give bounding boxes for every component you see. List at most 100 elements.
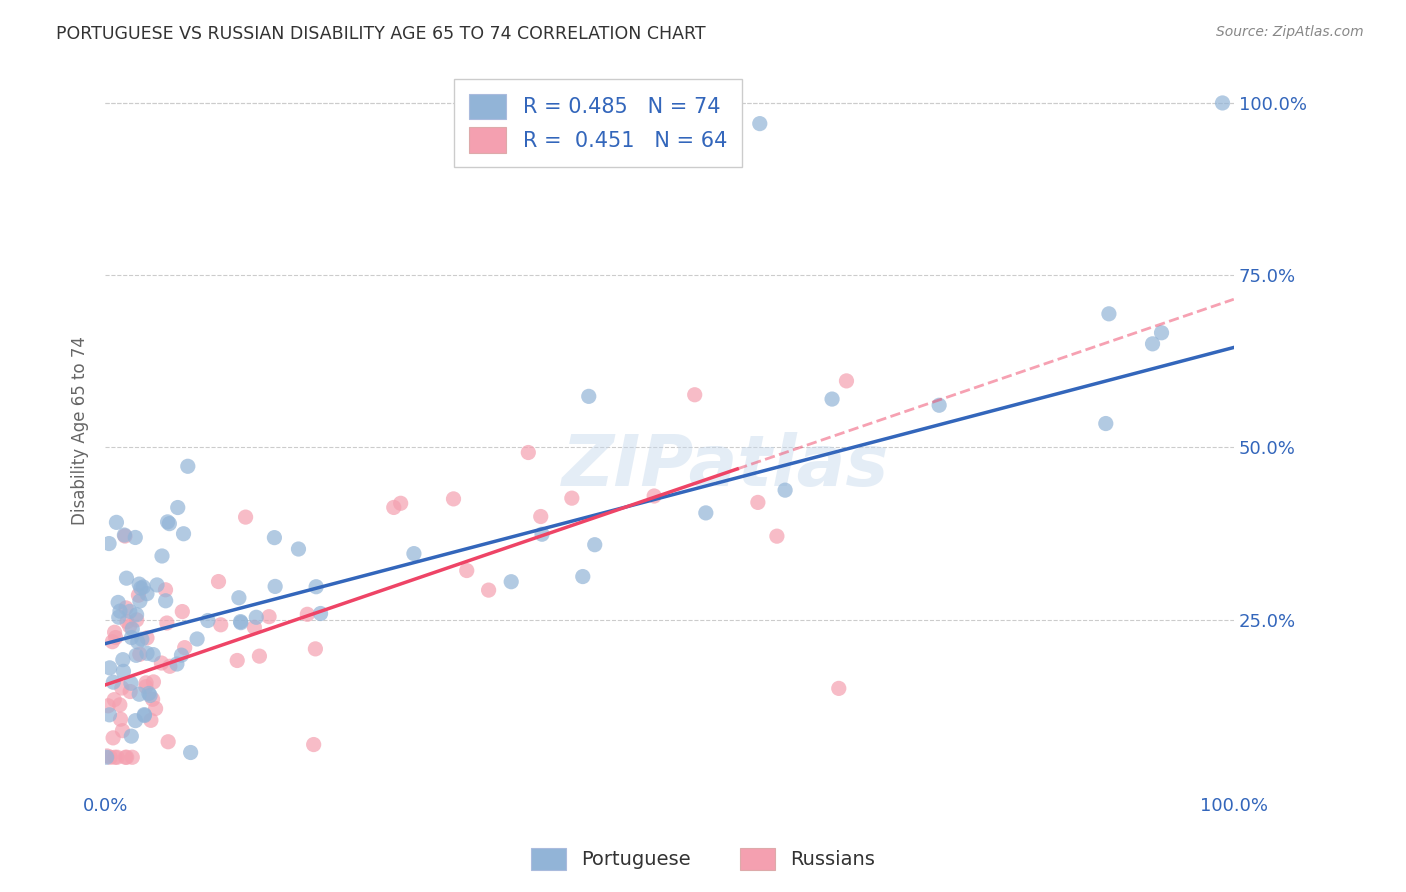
Point — [135, 680, 157, 694]
Point — [120, 729, 142, 743]
Point — [97, 698, 120, 713]
Point — [828, 681, 851, 696]
Point — [104, 631, 127, 645]
Point — [263, 531, 285, 545]
Point — [249, 649, 271, 664]
Point — [107, 595, 129, 609]
Point — [226, 653, 249, 667]
Point — [142, 674, 165, 689]
Point — [118, 604, 141, 618]
Point — [766, 529, 789, 543]
Point — [145, 701, 167, 715]
Point — [98, 707, 121, 722]
Text: Source: ZipAtlas.com: Source: ZipAtlas.com — [1216, 25, 1364, 39]
Point — [107, 610, 129, 624]
Point — [1098, 307, 1121, 321]
Point — [229, 615, 252, 630]
Point — [207, 574, 229, 589]
Point — [103, 692, 125, 706]
Point — [305, 580, 328, 594]
Legend: Portuguese, Russians: Portuguese, Russians — [523, 839, 883, 878]
Point — [136, 631, 159, 645]
Point — [287, 541, 309, 556]
Point — [114, 529, 136, 543]
Point — [389, 496, 412, 510]
Point — [120, 676, 142, 690]
Point — [115, 750, 138, 764]
Point — [173, 640, 195, 655]
Point — [157, 735, 180, 749]
Point — [129, 581, 152, 595]
Point — [128, 577, 150, 591]
Point — [108, 604, 131, 618]
Point — [110, 712, 132, 726]
Point — [112, 528, 135, 542]
Point — [104, 625, 127, 640]
Point — [155, 582, 177, 597]
Point — [155, 594, 177, 608]
Point — [180, 746, 202, 760]
Point — [98, 536, 121, 550]
Point — [136, 587, 159, 601]
Point — [128, 594, 150, 608]
Point — [115, 615, 138, 629]
Text: PORTUGUESE VS RUSSIAN DISABILITY AGE 65 TO 74 CORRELATION CHART: PORTUGUESE VS RUSSIAN DISABILITY AGE 65 … — [56, 25, 706, 43]
Point — [112, 665, 135, 679]
Point — [101, 634, 124, 648]
Point — [127, 588, 149, 602]
Point — [235, 510, 257, 524]
Point — [177, 459, 200, 474]
Point — [583, 538, 606, 552]
Point — [748, 117, 770, 131]
Point — [111, 653, 134, 667]
Point — [1150, 326, 1173, 340]
Point — [747, 495, 769, 509]
Point — [103, 675, 125, 690]
Point — [125, 648, 148, 663]
Point — [478, 583, 501, 598]
Point — [517, 445, 540, 459]
Point — [105, 750, 128, 764]
Point — [382, 500, 405, 515]
Point — [142, 648, 165, 662]
Point — [132, 580, 155, 594]
Point — [115, 571, 138, 585]
Point — [928, 398, 950, 412]
Point — [695, 506, 717, 520]
Point — [150, 656, 173, 670]
Point — [124, 531, 146, 545]
Point — [264, 579, 287, 593]
Point — [245, 610, 267, 624]
Point — [530, 527, 553, 541]
Point — [166, 657, 188, 671]
Point — [128, 687, 150, 701]
Point — [98, 661, 121, 675]
Point — [150, 549, 173, 563]
Point — [96, 750, 118, 764]
Point — [683, 388, 706, 402]
Point — [139, 689, 162, 703]
Point — [111, 681, 134, 695]
Point — [773, 483, 796, 497]
Point — [209, 617, 232, 632]
Point — [1211, 95, 1233, 110]
Point — [166, 500, 188, 515]
Point — [835, 374, 858, 388]
Point — [124, 714, 146, 728]
Point — [125, 607, 148, 622]
Point — [120, 684, 142, 698]
Point — [105, 516, 128, 530]
Point — [104, 750, 127, 764]
Point — [98, 750, 121, 764]
Point — [114, 750, 136, 764]
Point — [578, 389, 600, 403]
Point — [402, 547, 425, 561]
Point — [131, 632, 153, 647]
Point — [118, 619, 141, 633]
Point — [571, 569, 593, 583]
Point — [172, 605, 194, 619]
Point — [443, 491, 465, 506]
Point — [561, 491, 583, 505]
Point — [96, 748, 118, 763]
Point — [257, 609, 280, 624]
